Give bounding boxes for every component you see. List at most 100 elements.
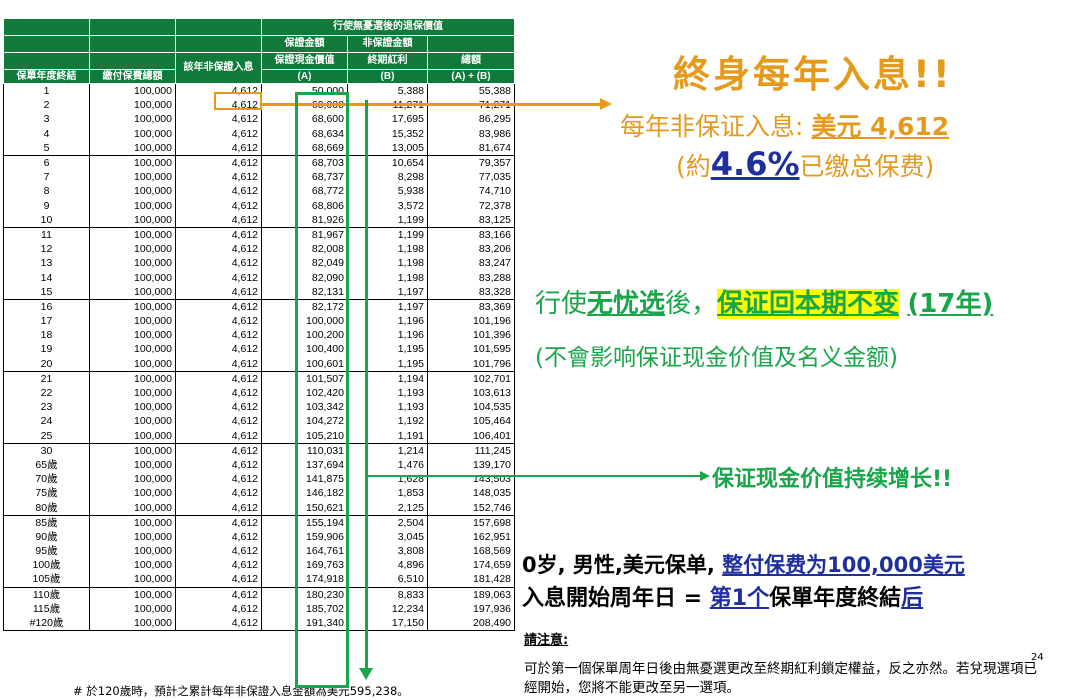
cell-premium: 100,000 [89, 299, 176, 314]
cell-premium: 100,000 [89, 270, 176, 285]
cell-premium: 100,000 [89, 140, 176, 156]
table-body: 1 100,000 4,612 50,000 5,388 55,388 2 100,000 4,… [3, 83, 516, 632]
table-row: 24 100,000 4,612 104,272 1,192 105,464 [3, 414, 516, 429]
exercise-option-text: 行使无忧选後，保证回本期不变 (17年) [535, 283, 993, 320]
cell-total: 83,328 [427, 284, 516, 300]
cell-cash-value: 100,601 [261, 356, 348, 372]
cell-year: 23 [3, 400, 90, 415]
cell-total: 162,951 [427, 529, 516, 544]
cell-interest: 4,612 [175, 83, 262, 99]
header-guaranteed-amount: 保證金額 [261, 35, 348, 53]
cell-premium: 100,000 [89, 385, 176, 401]
cell-premium: 100,000 [89, 112, 176, 127]
cell-year: 13 [3, 256, 90, 271]
cell-premium: 100,000 [89, 212, 176, 228]
cell-premium: 100,000 [89, 400, 176, 415]
cell-interest: 4,612 [175, 256, 262, 271]
annual-interest-text: 每年非保证入息: 美元 4,612 [620, 107, 949, 143]
cell-bonus: 1,198 [347, 256, 428, 271]
header-total: 總額 [426, 52, 516, 70]
cell-interest: 4,612 [175, 472, 262, 487]
cell-bonus: 1,195 [347, 356, 428, 372]
cell-total: 157,698 [427, 515, 516, 530]
cell-year: 75歲 [3, 486, 90, 501]
cell-interest: 4,612 [175, 414, 262, 429]
cell-total: 83,166 [427, 227, 516, 243]
cell-total: 189,063 [427, 587, 516, 602]
cell-year: 12 [3, 242, 90, 257]
cell-bonus: 17,150 [347, 615, 428, 632]
cell-bonus: 1,476 [347, 457, 428, 473]
table-row: 30 100,000 4,612 110,031 1,214 111,245 [3, 443, 516, 458]
cell-year: 2 [3, 98, 90, 113]
cell-total: 83,369 [427, 299, 516, 314]
cell-total: 77,035 [427, 170, 516, 185]
cell-interest: 4,612 [175, 212, 262, 228]
table-row: 65歲 100,000 4,612 137,694 1,476 139,170 [3, 457, 516, 473]
cell-total: 168,569 [427, 544, 516, 559]
cell-cash-value: 164,761 [261, 544, 348, 559]
cell-interest: 4,612 [175, 356, 262, 372]
cell-total: 111,245 [427, 443, 516, 458]
cell-bonus: 1,197 [347, 299, 428, 314]
growth-arrow-head [700, 471, 710, 481]
cell-cash-value: 155,194 [261, 515, 348, 530]
table-row: 16 100,000 4,612 82,172 1,197 83,369 [3, 299, 516, 314]
cell-total: 83,986 [427, 126, 516, 141]
cell-total: 104,535 [427, 400, 516, 415]
income-start-d: 后 [901, 586, 924, 611]
cell-bonus: 1,192 [347, 414, 428, 429]
cell-year: 20 [3, 356, 90, 372]
cell-year: 1 [3, 83, 90, 99]
cell-cash-value: 103,342 [261, 400, 348, 415]
notice-heading: 請注意: [524, 633, 569, 648]
cell-interest: 4,612 [175, 544, 262, 559]
cell-total: 81,674 [427, 140, 516, 156]
cell-bonus: 6,510 [347, 572, 428, 588]
table-row: 115歲 100,000 4,612 185,702 12,234 197,936 [3, 601, 516, 616]
cell-year: 16 [3, 299, 90, 314]
cell-cash-value: 68,806 [261, 198, 348, 213]
cell-cash-value: 110,031 [261, 443, 348, 458]
cell-premium: 100,000 [89, 342, 176, 357]
table-row: 85歲 100,000 4,612 155,194 2,504 157,698 [3, 515, 516, 530]
cell-total: 105,464 [427, 414, 516, 429]
cell-year: 7 [3, 170, 90, 185]
table-footnote: # 於120歲時，預計之累計每年非保證入息金額為美元595,238。 [73, 684, 409, 698]
cell-premium: 100,000 [89, 98, 176, 113]
header-blank-3 [175, 18, 262, 36]
cell-bonus: 1,193 [347, 385, 428, 401]
cell-total: 106,401 [427, 428, 516, 444]
table-row: 11 100,000 4,612 81,967 1,199 83,166 [3, 227, 516, 243]
cell-bonus: 1,198 [347, 242, 428, 257]
header-blank-4 [3, 35, 90, 53]
header-blank-7 [426, 35, 516, 53]
cell-year: 6 [3, 155, 90, 171]
header-cash-value-sub: (A) [261, 69, 348, 84]
annual-interest-value: 美元 4,612 [811, 112, 950, 141]
cell-interest: 4,612 [175, 242, 262, 257]
page-number: 24 [1031, 652, 1044, 663]
cell-year: 17 [3, 314, 90, 329]
policy-profile-line: 0岁, 男性,美元保单, 整付保费为100,000美元 [522, 549, 965, 579]
cell-interest: 4,612 [175, 227, 262, 243]
percent-of-premium-text: (約4.6%已缴总保费) [676, 145, 934, 183]
header-blank-8 [3, 52, 90, 70]
cell-bonus: 3,572 [347, 198, 428, 213]
breakeven-years: (17年) [907, 289, 994, 319]
cell-bonus: 1,196 [347, 314, 428, 329]
cell-premium: 100,000 [89, 443, 176, 458]
cell-year: 70歲 [3, 472, 90, 487]
cell-cash-value: 137,694 [261, 457, 348, 473]
cell-interest: 4,612 [175, 140, 262, 156]
table-row: 95歲 100,000 4,612 164,761 3,808 168,569 [3, 544, 516, 559]
cell-year: 8 [3, 184, 90, 199]
cell-bonus: 4,896 [347, 558, 428, 573]
cell-interest: 4,612 [175, 342, 262, 357]
table-row: 20 100,000 4,612 100,601 1,195 101,796 [3, 356, 516, 372]
cell-bonus: 2,125 [347, 500, 428, 516]
cell-year: 25 [3, 428, 90, 444]
cell-interest: 4,612 [175, 457, 262, 473]
cell-interest: 4,612 [175, 601, 262, 616]
percent-close: 已缴总保费) [799, 152, 935, 181]
